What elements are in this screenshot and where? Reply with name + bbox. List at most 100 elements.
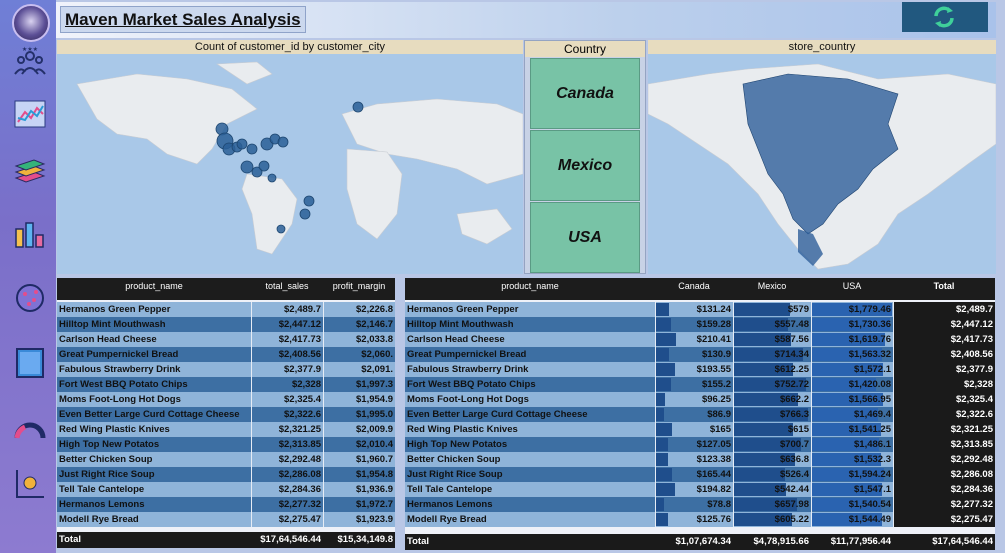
logo-avatar[interactable] xyxy=(12,4,50,42)
table-row[interactable]: Red Wing Plastic Knives $2,321.25 $2,009.9 xyxy=(57,422,395,437)
cell-value: $752.72 xyxy=(774,379,809,390)
profit-margin-cell: $2,146.7 xyxy=(323,317,395,332)
cell-value: $1,544.49 xyxy=(848,514,891,525)
table-row[interactable]: Great Pumpernickel Bread $130.9 $714.34 $1,… xyxy=(405,347,995,362)
profit-margin-cell: $2,091. xyxy=(323,362,395,377)
map-canvas[interactable] xyxy=(648,54,996,274)
data-bar xyxy=(812,438,879,451)
cell-value: Moms Foot-Long Hot Dogs xyxy=(407,394,529,405)
table-row[interactable]: Just Right Rice Soup $165.44 $526.4 $1,594.… xyxy=(405,467,995,482)
table-icon[interactable] xyxy=(12,345,48,381)
table-row[interactable]: Carlson Head Cheese $210.41 $587.56 $1,619.… xyxy=(405,332,995,347)
table-row[interactable]: Carlson Head Cheese $2,417.73 $2,033.8 xyxy=(57,332,395,347)
scatter-icon[interactable] xyxy=(12,280,48,316)
total-cell: $2,377.9 xyxy=(893,362,995,377)
slicer-option-usa[interactable]: USA xyxy=(530,202,640,273)
mexico-cell: $657.98 xyxy=(733,497,811,512)
data-bar xyxy=(656,333,677,346)
kpi-icon[interactable] xyxy=(12,466,48,502)
profit-margin-cell: $1,972.7 xyxy=(323,497,395,512)
table-row[interactable]: Even Better Large Curd Cottage Cheese $2,… xyxy=(57,407,395,422)
cell-value: Hilltop Mint Mouthwash xyxy=(407,319,514,330)
cell-value: $587.56 xyxy=(774,334,809,345)
cell-value: $526.4 xyxy=(779,469,809,480)
total-sales-cell: $2,489.7 xyxy=(251,302,323,317)
product-name-cell: Tell Tale Cantelope xyxy=(59,484,145,495)
data-bar xyxy=(734,348,803,361)
product-name-cell: Modell Rye Bread xyxy=(405,512,655,527)
data-bar xyxy=(656,513,669,526)
people-icon[interactable]: ★★★ xyxy=(12,44,48,80)
table-row[interactable]: Even Better Large Curd Cottage Cheese $86… xyxy=(405,407,995,422)
column-header[interactable]: USA xyxy=(842,281,862,291)
column-header[interactable]: product_name xyxy=(501,281,559,291)
table-row[interactable]: Great Pumpernickel Bread $2,408.56 $2,060. xyxy=(57,347,395,362)
profit-margin-cell: $2,060. xyxy=(323,347,395,362)
product-name-cell: Better Chicken Soup xyxy=(405,452,655,467)
table-row[interactable]: Modell Rye Bread $125.76 $605.22 $1,544.49 $… xyxy=(405,512,995,527)
data-bar xyxy=(734,393,798,406)
store-country-map[interactable]: store_country xyxy=(648,40,996,274)
table-row[interactable]: Fabulous Strawberry Drink $2,377.9 $2,091. xyxy=(57,362,395,377)
cell-value: $1,541.25 xyxy=(848,424,891,435)
table-row[interactable]: Better Chicken Soup $123.38 $636.8 $1,532.3… xyxy=(405,452,995,467)
table-row[interactable]: Hermanos Lemons $78.8 $657.98 $1,540.54 $2,2… xyxy=(405,497,995,512)
data-bar xyxy=(812,363,883,376)
mexico-cell: $700.7 xyxy=(733,437,811,452)
table-row[interactable]: Hilltop Mint Mouthwash $2,447.12 $2,146.7 xyxy=(57,317,395,332)
line-chart-icon[interactable] xyxy=(12,96,48,132)
table-row[interactable]: High Top New Potatos $127.05 $700.7 $1,486.… xyxy=(405,437,995,452)
mexico-cell: $615 xyxy=(733,422,811,437)
canada-cell: $131.24 xyxy=(655,302,733,317)
column-header[interactable]: Total xyxy=(933,281,955,291)
cell-value: $127.05 xyxy=(696,439,731,450)
product-name-cell: Fort West BBQ Potato Chips xyxy=(405,377,655,392)
column-header[interactable]: Mexico xyxy=(757,281,787,291)
cell-value: $700.7 xyxy=(779,439,809,450)
cell-value: $2,292.48 xyxy=(950,454,993,465)
usa-cell: $1,532.3 xyxy=(811,452,893,467)
column-header[interactable]: profit_margin xyxy=(332,281,386,291)
slicer-option-mexico[interactable]: Mexico xyxy=(530,130,640,201)
table-row[interactable]: Fort West BBQ Potato Chips $155.2 $752.72 $… xyxy=(405,377,995,392)
column-header[interactable]: Canada xyxy=(678,281,710,291)
stack-icon[interactable] xyxy=(12,152,48,188)
canada-cell: $96.25 xyxy=(655,392,733,407)
table-row[interactable]: Tell Tale Cantelope $2,284.36 $1,936.9 xyxy=(57,482,395,497)
product-name-cell: Better Chicken Soup xyxy=(59,454,153,465)
refresh-button[interactable] xyxy=(902,2,988,32)
table-row[interactable]: Hilltop Mint Mouthwash $159.28 $557.48 $1,7… xyxy=(405,317,995,332)
table-row[interactable]: Tell Tale Cantelope $194.82 $542.44 $1,547.… xyxy=(405,482,995,497)
canada-cell: $125.76 xyxy=(655,512,733,527)
table-row[interactable]: Hermanos Green Pepper $2,489.7 $2,226.8 xyxy=(57,302,395,317)
profit-margin-cell: $2,010.4 xyxy=(323,437,395,452)
table-row[interactable]: Modell Rye Bread $2,275.47 $1,923.9 xyxy=(57,512,395,527)
cell-value: $86.9 xyxy=(707,409,731,420)
table-row[interactable]: Red Wing Plastic Knives $165 $615 $1,541.25… xyxy=(405,422,995,437)
column-header[interactable]: total_sales xyxy=(265,281,309,291)
table-row[interactable]: Hermanos Green Pepper $131.24 $579 $1,779.4… xyxy=(405,302,995,317)
gauge-icon[interactable] xyxy=(12,410,48,446)
table-row[interactable]: Moms Foot-Long Hot Dogs $2,325.4 $1,954.9 xyxy=(57,392,395,407)
customer-city-map[interactable]: Count of customer_id by customer_city xyxy=(57,40,523,274)
cell-value: $125.76 xyxy=(696,514,731,525)
cell-value: $194.82 xyxy=(696,484,731,495)
table-row[interactable]: Hermanos Lemons $2,277.32 $1,972.7 xyxy=(57,497,395,512)
total-canada: $1,07,674.34 xyxy=(675,536,731,547)
table-row[interactable]: Moms Foot-Long Hot Dogs $96.25 $662.2 $1,56… xyxy=(405,392,995,407)
slicer-option-canada[interactable]: Canada xyxy=(530,58,640,129)
product-name-cell: Great Pumpernickel Bread xyxy=(405,347,655,362)
table-row[interactable]: Just Right Rice Soup $2,286.08 $1,954.8 xyxy=(57,467,395,482)
canada-cell: $193.55 xyxy=(655,362,733,377)
usa-cell: $1,540.54 xyxy=(811,497,893,512)
table-row[interactable]: High Top New Potatos $2,313.85 $2,010.4 xyxy=(57,437,395,452)
table-row[interactable]: Fort West BBQ Potato Chips $2,328 $1,997.3 xyxy=(57,377,395,392)
column-header[interactable]: product_name xyxy=(125,281,183,291)
mexico-cell: $587.56 xyxy=(733,332,811,347)
table-row[interactable]: Better Chicken Soup $2,292.48 $1,960.7 xyxy=(57,452,395,467)
total-sales-cell: $2,377.9 xyxy=(251,362,323,377)
map-canvas[interactable] xyxy=(57,54,523,274)
bar-chart-icon[interactable] xyxy=(12,215,48,251)
data-bar xyxy=(734,438,802,451)
table-row[interactable]: Fabulous Strawberry Drink $193.55 $612.25 $… xyxy=(405,362,995,377)
